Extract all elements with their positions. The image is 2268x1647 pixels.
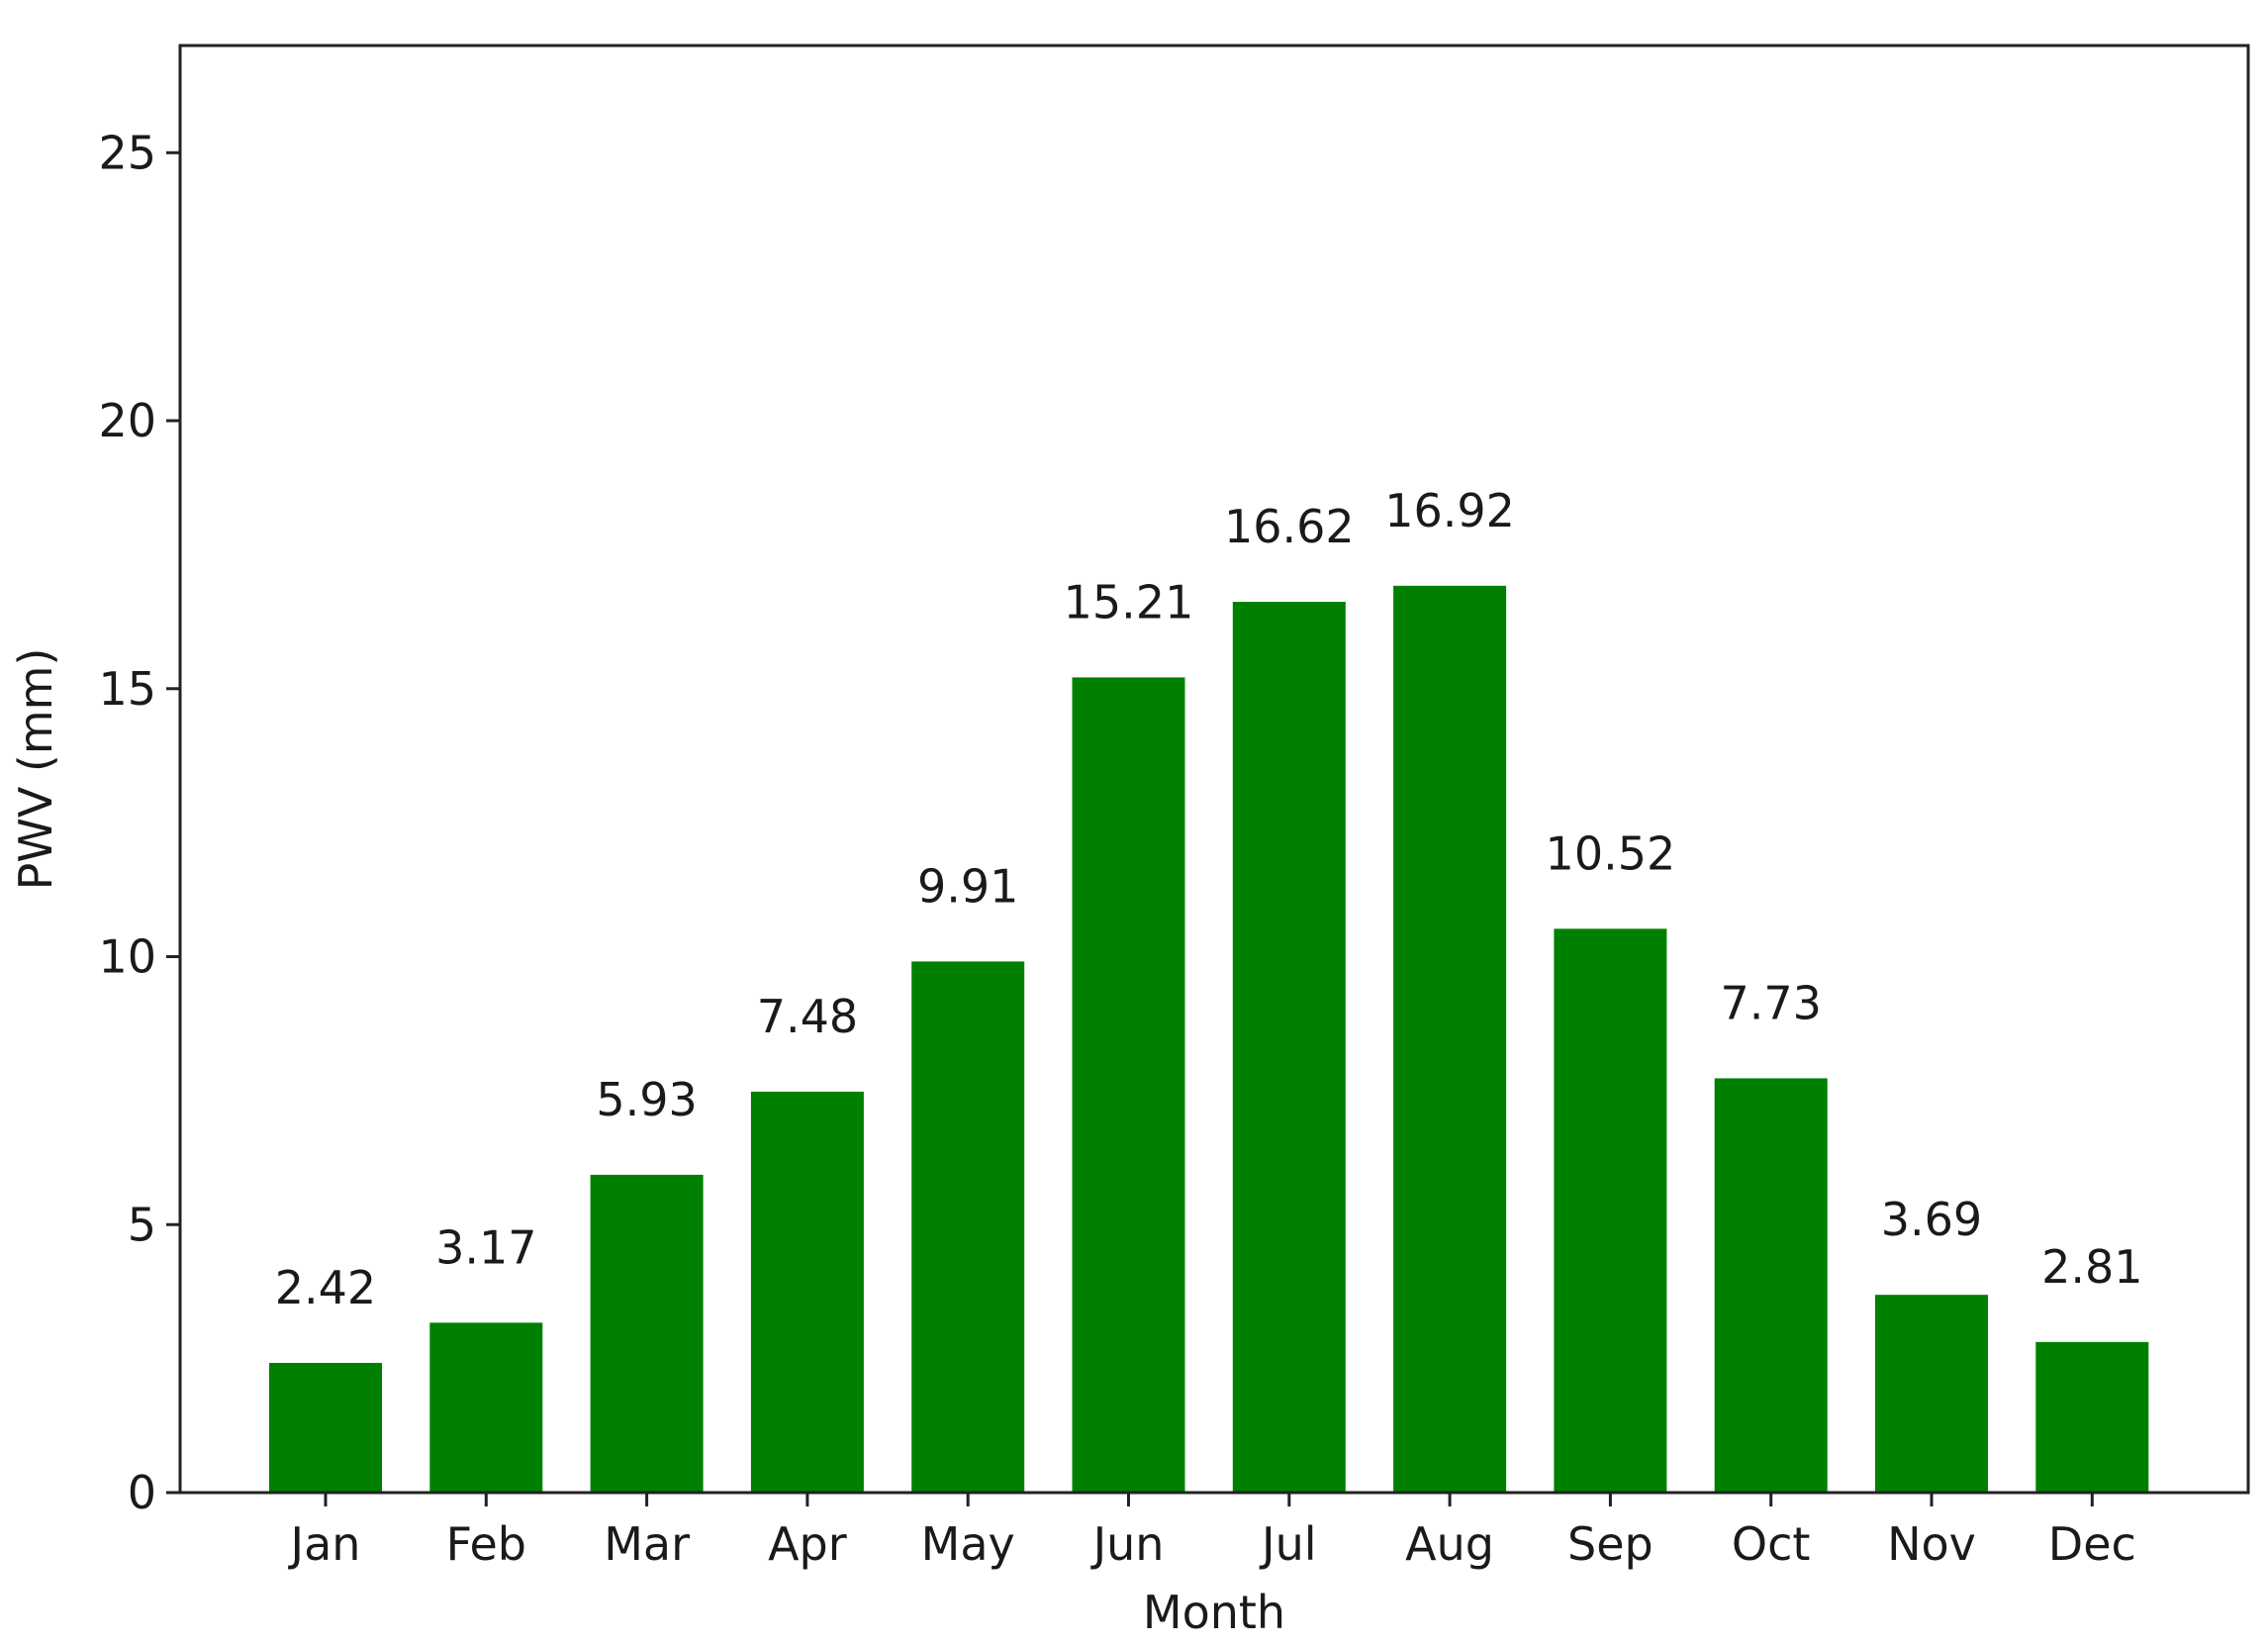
data-label-jan: 2.42: [275, 1261, 376, 1314]
bars-layer: [269, 585, 2149, 1493]
data-labels-layer: 2.42 3.17 5.93 7.48 9.91 15.21 16.62 16.92 10.52…: [275, 484, 2143, 1314]
data-label-may: 9.91: [917, 859, 1018, 913]
bar-apr: [750, 1091, 864, 1493]
plot-frame: [178, 44, 2250, 1495]
y-tick-label-0: 0: [128, 1466, 156, 1519]
x-tick-label-feb: Feb: [446, 1517, 526, 1571]
data-label-oct: 7.73: [1720, 976, 1821, 1029]
x-tick-label-apr: Apr: [768, 1517, 847, 1571]
y-axis-title: PWV (mm): [9, 648, 62, 891]
bar-mar: [590, 1174, 704, 1493]
bar-feb: [429, 1322, 543, 1493]
bar-sep: [1554, 928, 1667, 1493]
data-label-jul: 16.62: [1224, 500, 1355, 553]
x-tick-label-dec: Dec: [2048, 1517, 2136, 1571]
data-label-aug: 16.92: [1384, 484, 1515, 537]
data-label-mar: 5.93: [596, 1073, 697, 1126]
x-tick-label-mar: Mar: [604, 1517, 690, 1571]
x-tick-label-jun: Jun: [1090, 1517, 1165, 1571]
bar-jul: [1232, 602, 1346, 1493]
data-label-feb: 3.17: [435, 1220, 536, 1274]
data-label-dec: 2.81: [2041, 1240, 2142, 1294]
bar-may: [911, 961, 1025, 1493]
x-tick-label-jul: Jul: [1259, 1517, 1317, 1571]
y-axis: 0 5 10 15 20 25: [98, 126, 180, 1519]
x-tick-label-may: May: [921, 1517, 1015, 1571]
x-tick-label-oct: Oct: [1732, 1517, 1811, 1571]
bar-jan: [269, 1362, 382, 1493]
y-tick-label-10: 10: [98, 930, 156, 984]
y-tick-label-20: 20: [98, 394, 156, 447]
x-tick-label-nov: Nov: [1887, 1517, 1976, 1571]
data-label-sep: 10.52: [1546, 826, 1676, 880]
bar-dec: [2035, 1341, 2149, 1493]
x-axis-title: Month: [1143, 1586, 1285, 1639]
bar-jun: [1072, 677, 1185, 1493]
data-label-jun: 15.21: [1064, 575, 1194, 629]
bar-aug: [1393, 585, 1507, 1493]
y-tick-label-15: 15: [98, 662, 156, 716]
bar-oct: [1714, 1078, 1828, 1493]
y-tick-label-5: 5: [128, 1198, 156, 1251]
x-tick-label-jan: Jan: [288, 1517, 361, 1571]
x-axis: Jan Feb Mar Apr May Jun Jul Aug Sep Oct Nov Dec: [288, 1493, 2136, 1571]
x-tick-label-aug: Aug: [1405, 1517, 1494, 1571]
data-label-apr: 7.48: [757, 990, 858, 1043]
data-label-nov: 3.69: [1881, 1193, 1982, 1246]
y-tick-label-25: 25: [98, 126, 156, 179]
x-tick-label-sep: Sep: [1567, 1517, 1654, 1571]
bar-nov: [1875, 1295, 1988, 1493]
